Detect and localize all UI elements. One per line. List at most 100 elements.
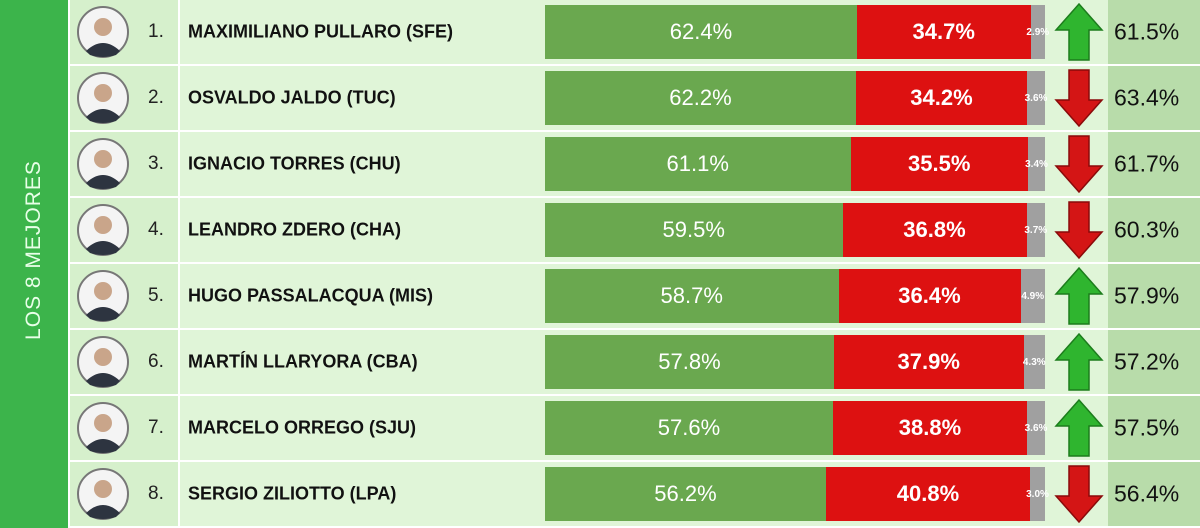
previous: 63.4% (1114, 84, 1180, 111)
avatar (77, 138, 129, 190)
avatar (77, 336, 129, 388)
rank: 8. (148, 483, 164, 504)
value-label: 3.7% (1024, 224, 1048, 236)
arrow-down (1054, 135, 1104, 194)
avatar-body (86, 175, 120, 189)
row: 3. IGNACIO TORRES (CHU) 61.1% 35.5% 3.4% 61.7… (70, 132, 1200, 196)
avatar (77, 72, 129, 124)
bar-segment: 3.0% (1026, 467, 1049, 521)
rank: 3. (148, 153, 164, 174)
value-label: 34.2% (910, 85, 973, 110)
bar-segment: 3.6% (1024, 401, 1048, 455)
bar-segment: 2.9% (1026, 5, 1049, 59)
previous-cell: 61.5% (1108, 0, 1200, 64)
value-label: 35.5% (908, 151, 971, 176)
arrow-down (1054, 201, 1104, 260)
photo-cell: 4. (70, 198, 178, 262)
trend-arrow (1054, 266, 1104, 325)
row: 1. MAXIMILIANO PULLARO (SFE) 62.4% 34.7% 2.9… (70, 0, 1200, 64)
bar-cell: 61.1% 35.5% 3.4% (544, 132, 1108, 196)
rank: 6. (148, 351, 164, 372)
rank: 5. (148, 285, 164, 306)
trend-arrow (1054, 465, 1104, 524)
bar-segment: 61.1% (545, 137, 851, 191)
avatar-body (86, 439, 120, 453)
avatar-head (94, 414, 112, 432)
row: 6. MARTÍN LLARYORA (CBA) 57.8% 37.9% 4.3% 57.… (70, 330, 1200, 394)
bar-segment: 34.7% (857, 5, 1031, 59)
previous: 57.2% (1114, 348, 1180, 375)
trend-arrow (1054, 69, 1104, 128)
bar-segment: 62.2% (545, 71, 856, 125)
avatar (77, 402, 129, 454)
value-label: 36.4% (898, 283, 961, 308)
avatar-body (86, 373, 120, 387)
arrow-down (1054, 465, 1104, 524)
row: 2. OSVALDO JALDO (TUC) 62.2% 34.2% 3.6% 63.4% (70, 66, 1200, 130)
bar-segment: 57.6% (545, 401, 833, 455)
previous: 56.4% (1114, 480, 1180, 507)
bar-segment: 37.9% (834, 335, 1024, 389)
bar-segment: 36.4% (838, 269, 1021, 323)
value-label: 2.9% (1026, 26, 1050, 38)
previous: 57.9% (1114, 282, 1180, 309)
avatar-head (94, 84, 112, 102)
bar-segment: 56.2% (545, 467, 826, 521)
trend-arrow (1054, 2, 1104, 61)
name: OSVALDO JALDO (TUC) (188, 87, 396, 108)
value-label: 57.8% (658, 349, 721, 374)
bar-cell: 62.4% 34.7% 2.9% (544, 0, 1108, 64)
previous-cell: 63.4% (1108, 66, 1200, 130)
trend-arrow (1054, 135, 1104, 194)
previous-cell: 56.4% (1108, 462, 1200, 526)
arrow-up (1054, 266, 1104, 325)
row: 7. MARCELO ORREGO (SJU) 57.6% 38.8% 3.6% 57.5… (70, 396, 1200, 460)
photo-cell: 3. (70, 132, 178, 196)
value-label: 34.7% (912, 19, 975, 44)
bar-segment: 4.3% (1023, 335, 1046, 389)
previous-cell: 60.3% (1108, 198, 1200, 262)
name: SERGIO ZILIOTTO (LPA) (188, 483, 397, 504)
name-cell: MAXIMILIANO PULLARO (SFE) (180, 0, 544, 64)
rank: 4. (148, 219, 164, 240)
bar-cell: 57.6% 38.8% 3.6% (544, 396, 1108, 460)
name: MARTÍN LLARYORA (CBA) (188, 351, 418, 372)
name: HUGO PASSALACQUA (MIS) (188, 285, 433, 306)
value-label: 38.8% (898, 415, 962, 440)
bar-cell: 57.8% 37.9% 4.3% (544, 330, 1108, 394)
value-label: 3.4% (1025, 158, 1048, 170)
avatar-head (94, 348, 112, 366)
previous-cell: 57.2% (1108, 330, 1200, 394)
photo-cell: 2. (70, 66, 178, 130)
bar-cell: 56.2% 40.8% 3.0% (544, 462, 1108, 526)
bar-segment: 3.6% (1025, 71, 1047, 125)
rank: 2. (148, 87, 164, 108)
value-label: 61.1% (666, 151, 729, 176)
photo-cell: 5. (70, 264, 178, 328)
bar-segment: 57.8% (545, 335, 834, 389)
name-cell: OSVALDO JALDO (TUC) (180, 66, 544, 130)
avatar-body (86, 307, 120, 321)
avatar (77, 468, 129, 520)
name: MAXIMILIANO PULLARO (SFE) (188, 21, 453, 42)
side-band: LOS 8 MEJORES (0, 0, 68, 528)
bar-segment: 59.5% (545, 203, 843, 257)
avatar-body (86, 241, 120, 255)
bar-segment: 35.5% (850, 137, 1028, 191)
value-label: 3.6% (1024, 422, 1048, 434)
trend-arrow (1054, 201, 1104, 260)
photo-cell: 6. (70, 330, 178, 394)
avatar-head (94, 18, 112, 36)
value-label: 59.5% (662, 217, 725, 242)
avatar-head (94, 282, 112, 300)
photo-cell: 7. (70, 396, 178, 460)
avatar (77, 6, 129, 58)
bar-segment: 3.7% (1024, 203, 1048, 257)
avatar (77, 204, 129, 256)
avatar-body (86, 505, 120, 519)
previous-cell: 57.9% (1108, 264, 1200, 328)
bar-cell: 59.5% 36.8% 3.7% (544, 198, 1108, 262)
previous-cell: 57.5% (1108, 396, 1200, 460)
arrow-up (1054, 332, 1104, 391)
